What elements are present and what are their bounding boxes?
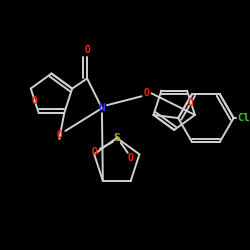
Text: O: O — [84, 45, 90, 55]
Text: O: O — [32, 96, 38, 106]
Text: N: N — [98, 103, 105, 113]
Text: O: O — [188, 98, 194, 108]
Text: O: O — [128, 153, 134, 163]
Text: S: S — [114, 133, 120, 143]
Text: O: O — [56, 130, 62, 140]
Text: Cl: Cl — [237, 113, 250, 123]
Text: O: O — [92, 147, 98, 157]
Text: O: O — [144, 88, 150, 98]
